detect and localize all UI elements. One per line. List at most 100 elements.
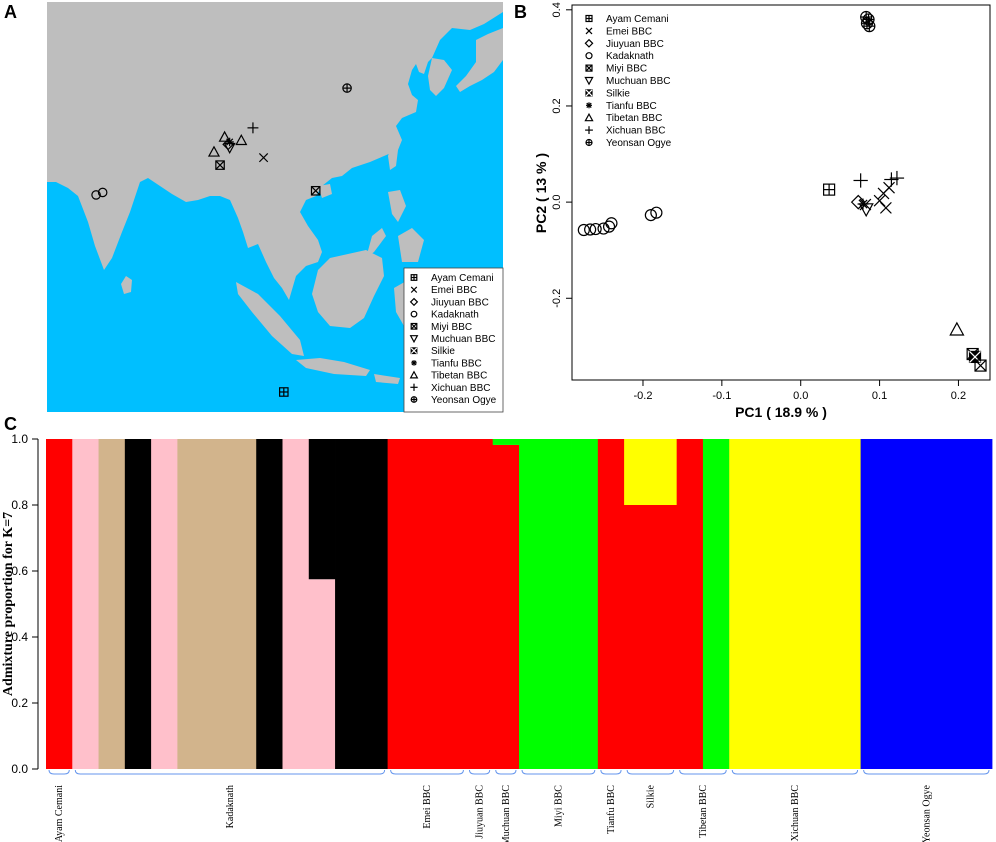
map-marker-kadaknath bbox=[97, 187, 108, 198]
map-land-luzon bbox=[388, 190, 406, 222]
pca-point-kadaknath bbox=[589, 222, 602, 236]
map-markers bbox=[91, 83, 352, 397]
panel-b-label: B bbox=[514, 2, 527, 22]
pca-legend-label-muchuan-bbc: Muchuan BBC bbox=[606, 76, 670, 87]
pca-point-emei-bbc bbox=[859, 198, 872, 211]
map-legend-symbol-tianfu-bbc bbox=[411, 360, 417, 366]
map-land-palawan bbox=[366, 228, 386, 258]
pca-point-yeonsan-ogye bbox=[863, 20, 876, 33]
map-legend-label-muchuan-bbc: Muchuan BBC bbox=[431, 334, 495, 345]
map-marker-yeonsan-ogye bbox=[342, 83, 352, 93]
map-legend-symbol-kadaknath bbox=[410, 310, 418, 318]
map-land-japan bbox=[456, 28, 503, 92]
map-legend-symbol-muchuan-bbc bbox=[409, 335, 419, 344]
admixture-group-label-xichuan-bbc: Xichuan BBC bbox=[790, 785, 801, 842]
admixture-bar-segment-yellow bbox=[650, 439, 678, 505]
pca-legend-symbol-muchuan-bbc bbox=[584, 76, 594, 86]
map-land-srilanka bbox=[121, 276, 132, 294]
pca-point-xichuan-bbc bbox=[853, 173, 868, 188]
map-legend-label-silkie: Silkie bbox=[431, 346, 455, 357]
admixture-bar-segment-yellow bbox=[834, 439, 862, 769]
map-legend-symbol-jiuyuan-bbc bbox=[409, 297, 419, 307]
admixture-group-bracket-jiuyuan-bbc bbox=[468, 769, 491, 775]
map-legend-label-xichuan-bbc: Xichuan BBC bbox=[431, 383, 490, 394]
pca-legend-label-silkie: Silkie bbox=[606, 88, 630, 99]
admixture-group-bracket-yeonsan-ogye bbox=[863, 769, 990, 775]
map-legend-symbol-emei-bbc bbox=[410, 286, 418, 293]
admixture-bar-segment-green bbox=[702, 439, 730, 769]
pca-legend-label-tibetan-bbc: Tibetan BBC bbox=[606, 113, 662, 124]
pca-legend-symbol-xichuan-bbc bbox=[585, 126, 593, 134]
map-legend-label-jiuyuan-bbc: Jiuyuan BBC bbox=[431, 297, 489, 308]
admixture-bar-segment-blue bbox=[913, 439, 940, 769]
admixture-group-bracket-kadaknath bbox=[74, 769, 386, 775]
admixture-groups: Ayam Cemani Kadaknath Emei BBC Jiuyuan BBC M… bbox=[48, 769, 990, 842]
map-land-mindanao bbox=[398, 228, 424, 262]
map-land-korea bbox=[428, 58, 452, 96]
admixture-group-bracket-emei-bbc bbox=[390, 769, 464, 775]
map-marker-xichuan-bbc bbox=[247, 122, 259, 134]
admixture-bar-segment-black bbox=[335, 439, 362, 769]
admixture-group-label-kadaknath: Kadaknath bbox=[225, 785, 236, 828]
pca-point-miyi-bbc bbox=[974, 359, 987, 372]
admixture-ytick-label: 0.4 bbox=[11, 630, 28, 644]
admixture-bar-segment-tan bbox=[229, 439, 257, 769]
admixture-ytick-label: 0.0 bbox=[11, 762, 28, 776]
admixture-ytick-label: 0.6 bbox=[11, 564, 28, 578]
map-land-borneo bbox=[312, 250, 384, 328]
pca-ytick-label: 0.2 bbox=[551, 98, 563, 113]
panel-c: C 0.0 0.2 0.4 0.6 0.8 1.0 Admixture proportio… bbox=[1, 414, 993, 842]
pca-legend-symbol-silkie bbox=[585, 89, 593, 97]
map-land-hainan bbox=[318, 184, 332, 198]
map-marker-ayam-cemani bbox=[279, 387, 289, 397]
pca-legend-symbol-yeonsan-ogye bbox=[585, 138, 593, 147]
admixture-group-label-tianfu-bbc: Tianfu BBC bbox=[606, 785, 617, 834]
pca-points bbox=[577, 10, 987, 372]
pca-xtick-label: 0.1 bbox=[872, 390, 887, 402]
admixture-ytick-label: 0.8 bbox=[11, 498, 28, 512]
admixture-group-label-silkie: Silkie bbox=[645, 784, 656, 808]
admixture-bar-segment-red bbox=[46, 439, 73, 769]
map-marker-tibetan-bbc bbox=[235, 133, 248, 146]
admixture-group-label-muchuan-bbc: Muchuan BBC bbox=[501, 785, 512, 842]
pca-point-kadaknath bbox=[650, 206, 663, 219]
admixture-group-label-jiuyuan-bbc: Jiuyuan BBC bbox=[475, 785, 486, 839]
pca-xtick-label: 0.2 bbox=[951, 390, 966, 402]
pca-legend-label-kadaknath: Kadaknath bbox=[606, 51, 654, 62]
pca-point-ayam-cemani bbox=[823, 183, 836, 196]
admixture-bar-segment-yellow bbox=[781, 439, 809, 769]
admixture-bar-segment-green bbox=[545, 439, 572, 769]
admixture-bar-segment-green bbox=[492, 439, 520, 445]
admixture-bar-segment-green bbox=[571, 439, 599, 769]
admixture-group-bracket-xichuan-bbc bbox=[731, 769, 859, 775]
admixture-bar-segment-red bbox=[676, 439, 704, 769]
admixture-bar-segment-yellow bbox=[624, 439, 651, 505]
pca-point-tibetan-bbc bbox=[949, 321, 965, 336]
panel-b: B -0.2 -0.1 0.0 0.1 0.2 -0.2 0.0 0.2 0.4 PC1 ( 1… bbox=[514, 2, 991, 420]
pca-point-kadaknath bbox=[577, 223, 590, 237]
map-legend-label-ayam-cemani: Ayam Cemani bbox=[431, 273, 494, 284]
admixture-bar-segment-black bbox=[308, 439, 336, 580]
pca-point-emei-bbc bbox=[883, 181, 895, 194]
admixture-ytick-label: 0.2 bbox=[11, 696, 28, 710]
pca-plot-frame bbox=[571, 4, 991, 381]
pca-legend-label-tianfu-bbc: Tianfu BBC bbox=[606, 101, 657, 112]
admixture-bar-segment-blue bbox=[939, 439, 967, 769]
admixture-bar-segment-red bbox=[624, 505, 651, 769]
admixture-bar-segment-pink bbox=[308, 579, 336, 769]
admixture-bar-segment-black bbox=[361, 439, 389, 769]
pca-legend-label-yeonsan-ogye: Yeonsan Ogye bbox=[606, 138, 672, 149]
map-legend-label-tianfu-bbc: Tianfu BBC bbox=[431, 358, 482, 369]
map-marker-miyi-bbc bbox=[215, 160, 225, 170]
admixture-bar-segment-pink bbox=[282, 439, 310, 769]
admixture-bar-segment-red bbox=[387, 439, 415, 769]
pca-ytick-label: 0.0 bbox=[551, 194, 563, 209]
admixture-group-bracket-silkie bbox=[626, 769, 675, 775]
pca-point-kadaknath bbox=[584, 223, 597, 236]
map-legend-box bbox=[403, 267, 504, 413]
panel-a: A bbox=[4, 2, 504, 413]
admixture-bar-segment-blue bbox=[886, 439, 914, 769]
panel-a-label: A bbox=[4, 2, 17, 22]
